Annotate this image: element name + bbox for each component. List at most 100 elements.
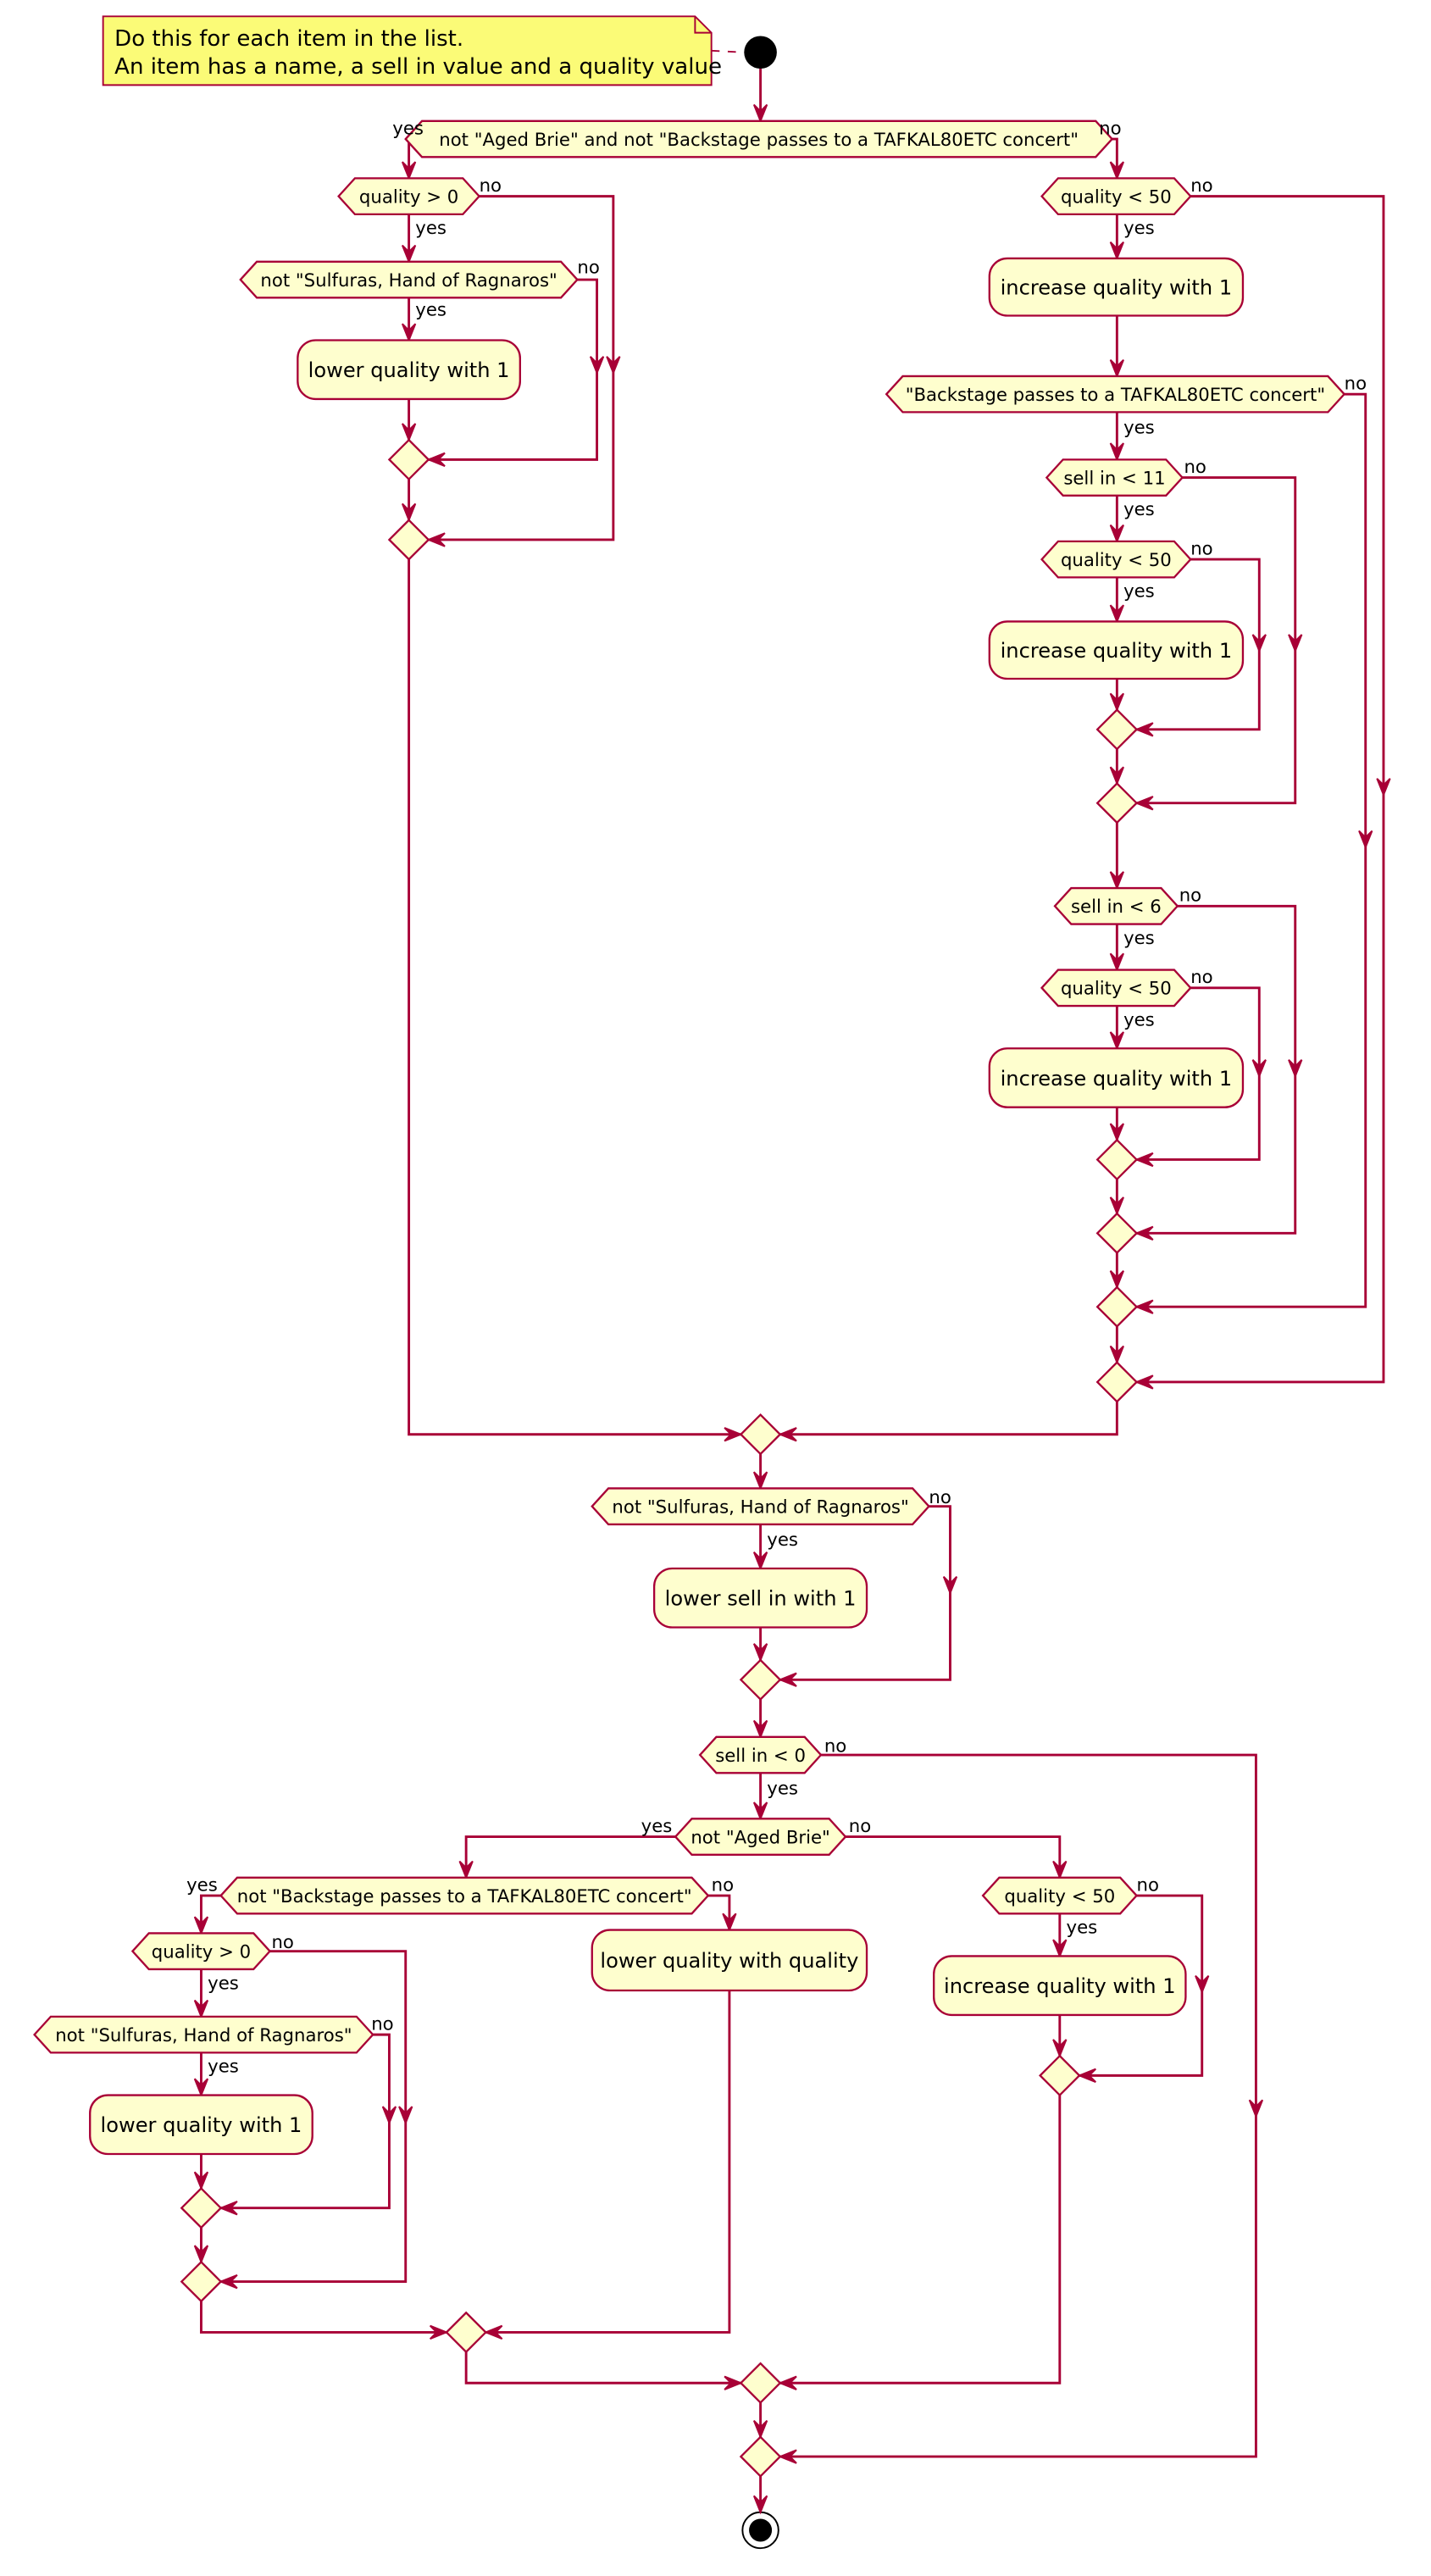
arrowhead bbox=[752, 2495, 768, 2515]
flow-edge bbox=[200, 2301, 446, 2334]
activity-label: increase quality with 1 bbox=[944, 1974, 1176, 1998]
arrowhead bbox=[1134, 1299, 1154, 1314]
decision-label: not "Sulfuras, Hand of Ragnaros" bbox=[260, 270, 557, 291]
no-label: no bbox=[929, 1487, 951, 1508]
arrowhead bbox=[483, 2324, 503, 2340]
arrowhead bbox=[1288, 1059, 1303, 1079]
arrowhead bbox=[193, 1999, 209, 2019]
decision-label: not "Backstage passes to a TAFKAL80ETC c… bbox=[237, 1886, 692, 1907]
arrowhead bbox=[724, 2375, 744, 2390]
activity-label: lower quality with 1 bbox=[101, 2113, 302, 2137]
arrowhead bbox=[1134, 1225, 1154, 1241]
decision bbox=[219, 1876, 710, 1915]
activity-label: lower quality with 1 bbox=[308, 358, 510, 382]
flow-edge bbox=[1112, 137, 1118, 179]
decision-label: not "Sulfuras, Hand of Ragnaros" bbox=[55, 2025, 352, 2046]
note: Do this for each item in the list. An it… bbox=[102, 15, 745, 86]
merge-node bbox=[180, 2186, 223, 2229]
activity bbox=[591, 1929, 868, 1992]
yes-label: yes bbox=[1123, 928, 1155, 949]
arrowhead bbox=[1109, 1196, 1124, 1216]
arrowhead bbox=[1251, 1059, 1267, 1079]
arrowhead bbox=[1134, 1152, 1154, 1168]
no-label: no bbox=[712, 1874, 734, 1896]
flow-edge bbox=[779, 2095, 1062, 2384]
decision bbox=[239, 260, 579, 299]
merge-node bbox=[1095, 1212, 1139, 1255]
no-label: no bbox=[1184, 457, 1206, 478]
arrowhead bbox=[401, 502, 417, 523]
arrowhead bbox=[381, 2106, 397, 2125]
activity bbox=[933, 1955, 1187, 2017]
activity-label: increase quality with 1 bbox=[1001, 1067, 1233, 1091]
decision bbox=[885, 375, 1346, 414]
arrowhead bbox=[1109, 604, 1124, 625]
arrowhead bbox=[778, 1427, 797, 1442]
merge-node bbox=[445, 2311, 487, 2354]
yes-label: yes bbox=[641, 1816, 673, 1837]
flow-edge bbox=[779, 1753, 1257, 2458]
activity-label: lower quality with quality bbox=[600, 1949, 858, 1973]
flow-edge bbox=[464, 1835, 676, 1878]
no-label: no bbox=[1190, 175, 1212, 197]
merge-node bbox=[1095, 1138, 1139, 1181]
arrowhead bbox=[752, 1719, 768, 1740]
arrowhead bbox=[430, 2324, 449, 2340]
flow-edge bbox=[707, 1894, 731, 1930]
decision bbox=[337, 177, 481, 216]
yes-label: yes bbox=[767, 1530, 798, 1551]
merge-node bbox=[387, 519, 430, 561]
no-label: no bbox=[1190, 539, 1212, 560]
decision-label: "Backstage passes to a TAFKAL80ETC conce… bbox=[906, 385, 1325, 406]
arrowhead bbox=[426, 452, 446, 467]
decision bbox=[33, 2015, 374, 2054]
merge-node bbox=[1095, 1285, 1139, 1328]
decision bbox=[1040, 540, 1192, 579]
merge-node bbox=[387, 438, 430, 481]
activity bbox=[297, 339, 522, 401]
arrowhead bbox=[1109, 524, 1124, 544]
arrowhead bbox=[1077, 2068, 1096, 2083]
arrowhead bbox=[752, 1643, 768, 1663]
flow-edge bbox=[464, 2351, 741, 2384]
arrowhead bbox=[1109, 161, 1124, 180]
no-label: no bbox=[371, 2014, 393, 2035]
flow-edge bbox=[845, 1835, 1062, 1878]
decision-label: not "Sulfuras, Hand of Ragnaros" bbox=[612, 1497, 908, 1518]
merge-node bbox=[739, 1658, 782, 1702]
no-label: no bbox=[577, 258, 599, 279]
arrowhead bbox=[1052, 1860, 1068, 1880]
decision bbox=[1040, 177, 1192, 216]
arrowhead bbox=[778, 1672, 797, 1687]
yes-label: yes bbox=[392, 118, 424, 139]
activity bbox=[89, 2094, 313, 2156]
arrowhead bbox=[752, 1802, 768, 1821]
activity-label: lower sell in with 1 bbox=[665, 1587, 857, 1611]
arrowhead bbox=[219, 2273, 238, 2290]
yes-label: yes bbox=[1123, 218, 1155, 239]
arrowhead bbox=[1288, 634, 1303, 653]
arrowhead bbox=[942, 1575, 958, 1596]
yes-label: yes bbox=[1123, 499, 1155, 520]
decision bbox=[1040, 969, 1192, 1008]
arrowhead bbox=[401, 161, 417, 180]
merge-node bbox=[739, 2435, 782, 2478]
arrowhead bbox=[589, 356, 605, 375]
yes-label: yes bbox=[208, 2057, 239, 2078]
arrowhead bbox=[724, 1427, 744, 1442]
decision bbox=[674, 1818, 847, 1856]
arrowhead bbox=[1134, 796, 1154, 811]
merge-node bbox=[1038, 2054, 1081, 2097]
arrowhead bbox=[193, 2245, 209, 2265]
note-line: An item has a name, a sell in value and … bbox=[114, 54, 722, 80]
arrowhead bbox=[1109, 358, 1124, 379]
arrowhead bbox=[1195, 1974, 1210, 1995]
no-label: no bbox=[849, 1816, 871, 1837]
arrowhead bbox=[1109, 1123, 1124, 1142]
yes-label: yes bbox=[1067, 1918, 1098, 1939]
arrowhead bbox=[1109, 871, 1124, 891]
decision-label: quality > 0 bbox=[152, 1942, 251, 1963]
arrowhead bbox=[752, 1552, 768, 1571]
arrowhead bbox=[1134, 722, 1154, 737]
